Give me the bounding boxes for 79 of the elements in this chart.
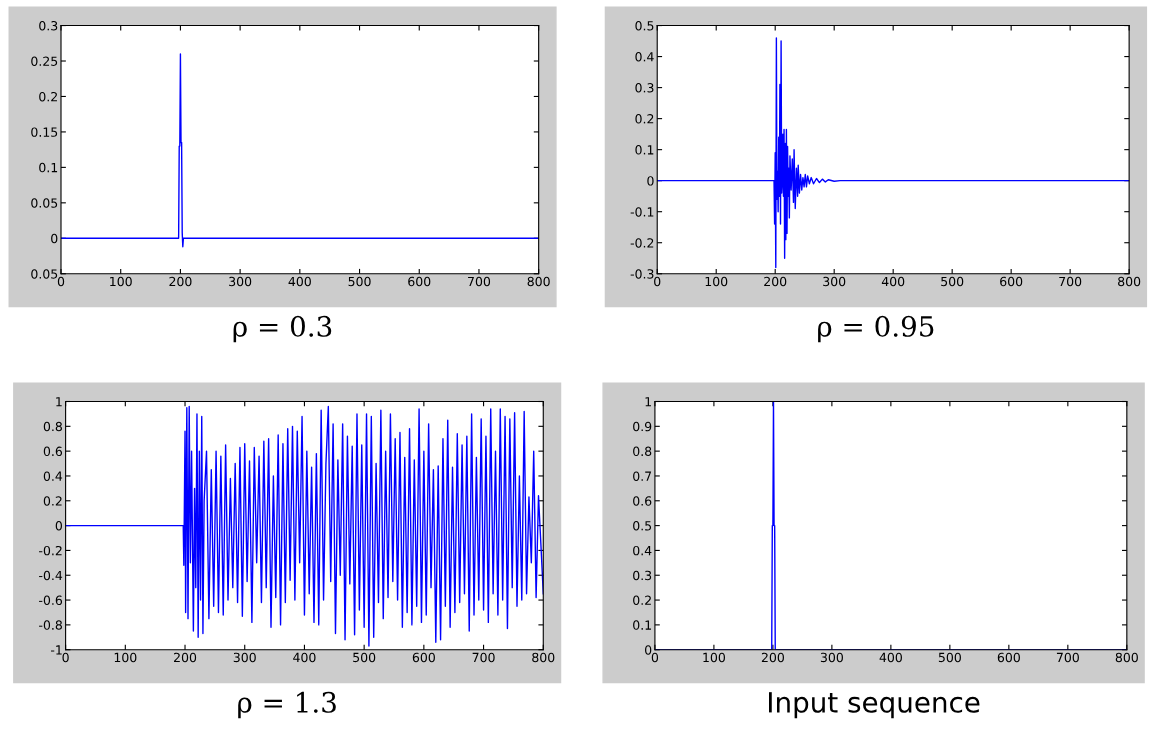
- y-tick-label: 0.3: [633, 570, 652, 581]
- line-series: [65, 405, 544, 647]
- y-tick-label: 0: [51, 233, 58, 244]
- x-tick-label: 200: [169, 276, 192, 287]
- y-tick-label: 0: [647, 176, 654, 186]
- x-tick-label: 100: [705, 276, 728, 287]
- y-tick-label: 1: [56, 397, 62, 407]
- y-tick-label: 0.25: [31, 56, 58, 66]
- y-tick-label: 0.3: [635, 83, 654, 93]
- x-tick-label: 300: [233, 652, 256, 663]
- y-tick-label: 0.1: [39, 162, 58, 173]
- y-tick-label: 0.15: [31, 127, 58, 137]
- x-tick-label: 400: [879, 652, 902, 663]
- x-tick-label: 200: [761, 652, 784, 663]
- y-tick-label: 0.2: [633, 595, 651, 605]
- x-tick-label: 0: [654, 276, 661, 287]
- y-tick-label: -0.2: [630, 238, 654, 248]
- y-tick-label: 0.2: [635, 114, 654, 124]
- x-tick-label: 400: [288, 276, 311, 287]
- x-tick-label: 100: [703, 652, 726, 663]
- x-tick-label: 300: [823, 276, 846, 287]
- x-tick-label: 700: [1059, 276, 1082, 287]
- y-tick-label: 0.4: [635, 52, 654, 62]
- y-tick-label: 0.2: [39, 91, 57, 102]
- y-tick-label: -0.1: [630, 207, 654, 217]
- y-tick-label: 0.6: [43, 446, 63, 457]
- x-tick-label: 500: [353, 652, 376, 663]
- x-tick-label: 800: [527, 276, 550, 287]
- x-tick-label: 600: [1000, 276, 1023, 287]
- y-tick-label: -0.3: [630, 269, 654, 279]
- y-tick-label: 0.4: [43, 471, 63, 481]
- y-tick-label: 0.7: [633, 471, 652, 481]
- y-tick-label: 0: [55, 521, 62, 531]
- x-axis-title: ρ = 1.3: [238, 691, 336, 719]
- x-tick-label: 400: [293, 652, 316, 663]
- line-series: [657, 37, 1130, 269]
- y-tick-label: 0.5: [633, 521, 652, 531]
- y-tick-label: 0.6: [633, 496, 652, 506]
- y-tick-label: 0.8: [43, 421, 62, 432]
- x-tick-label: 100: [110, 276, 132, 287]
- x-tick-label: 800: [1118, 276, 1141, 287]
- x-tick-label: 400: [881, 276, 905, 287]
- y-tick-label: 0.05: [31, 198, 58, 208]
- y-tick-label: -0.6: [39, 595, 63, 605]
- x-tick-label: 700: [468, 276, 491, 287]
- y-tick-label: 0.8: [633, 446, 652, 457]
- y-tick-label: 0.3: [39, 21, 58, 31]
- x-tick-label: 200: [174, 652, 197, 663]
- x-tick-label: 600: [408, 276, 431, 287]
- x-tick-label: 700: [472, 652, 495, 663]
- x-tick-label: 500: [938, 652, 961, 663]
- y-tick-label: 0.1: [635, 145, 654, 155]
- y-tick-label: 0.9: [633, 421, 652, 432]
- y-tick-label: -1: [50, 645, 62, 655]
- x-tick-label: 500: [348, 276, 371, 287]
- x-tick-label: 500: [941, 276, 964, 287]
- y-tick-label: 0.4: [633, 545, 652, 556]
- x-tick-label: 800: [532, 652, 555, 663]
- y-tick-label: -0.8: [39, 620, 62, 630]
- y-tick-label: 0.2: [43, 496, 62, 506]
- x-tick-label: 700: [1056, 652, 1079, 663]
- x-axis-title: ρ = 0.95: [818, 315, 934, 343]
- line-series: [61, 53, 539, 248]
- y-tick-label: 0.05: [31, 269, 58, 279]
- y-tick-label: -0.4: [39, 570, 63, 581]
- x-axis-title: ρ = 0.3: [233, 315, 332, 343]
- x-axis-title: Input sequence: [769, 692, 980, 719]
- x-tick-label: 600: [997, 652, 1020, 663]
- y-tick-label: 0.1: [633, 620, 651, 630]
- y-tick-label: 1: [645, 397, 651, 407]
- x-tick-label: 100: [114, 652, 137, 663]
- x-tick-label: 300: [229, 276, 252, 287]
- y-tick-label: 0.5: [635, 21, 654, 31]
- y-tick-label: -0.2: [39, 545, 62, 556]
- x-tick-label: 800: [1115, 652, 1138, 663]
- x-tick-label: 600: [412, 652, 435, 663]
- x-tick-label: 300: [820, 652, 843, 663]
- y-tick-label: 0: [645, 645, 652, 655]
- x-tick-label: 200: [764, 276, 787, 287]
